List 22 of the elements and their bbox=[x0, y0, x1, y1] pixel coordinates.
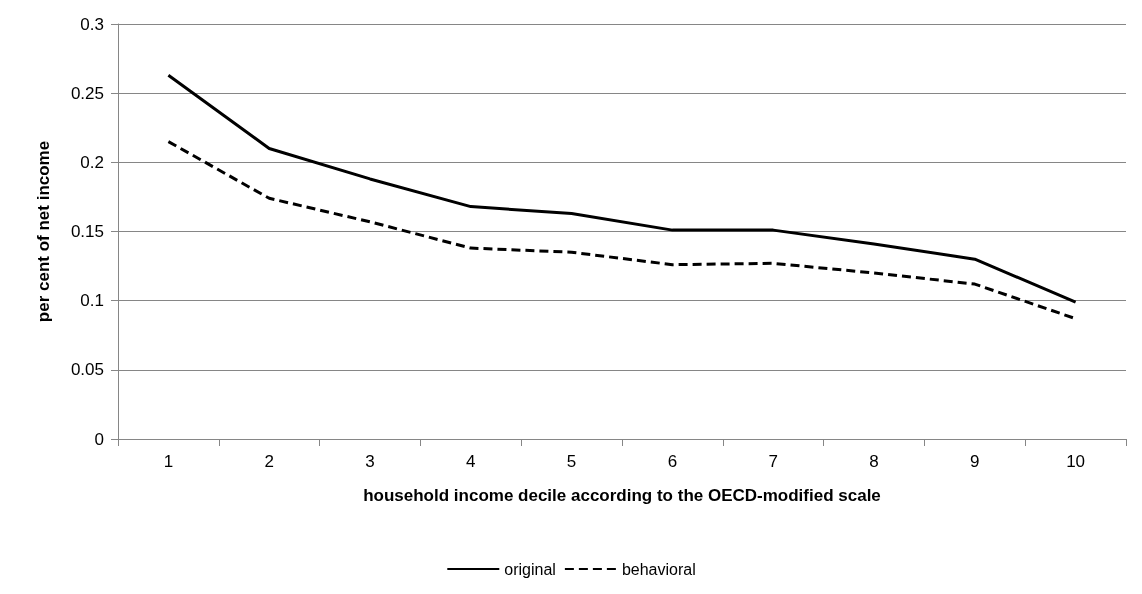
x-tick-label: 9 bbox=[970, 452, 980, 471]
x-tick-label: 6 bbox=[667, 452, 678, 471]
x-tick-label: 5 bbox=[566, 452, 577, 471]
x-tick-label: 1 bbox=[163, 452, 174, 471]
legend-label: behavioral bbox=[621, 560, 696, 578]
legend-label: original bbox=[504, 560, 556, 578]
y-tick-label: 0.3 bbox=[80, 14, 104, 34]
x-tick-label: 7 bbox=[768, 452, 778, 471]
x-tick-label: 8 bbox=[869, 452, 879, 471]
y-tick-label: 0.2 bbox=[80, 152, 104, 172]
x-tick-label: 2 bbox=[264, 452, 274, 471]
y-tick-label: 0 bbox=[94, 429, 104, 449]
x-tick-label: 4 bbox=[466, 452, 476, 471]
line-series bbox=[166, 73, 1078, 304]
x-tick-label: 10 bbox=[1066, 452, 1086, 471]
y-tick-label: 0.05 bbox=[70, 360, 104, 380]
y-tick-label: 0.15 bbox=[70, 222, 104, 241]
x-axis-title: household income decile according to the OECD-modified scale bbox=[363, 486, 881, 505]
y-tick-label: 0.25 bbox=[70, 83, 104, 103]
y-axis-title: per cent of net income bbox=[34, 140, 53, 323]
y-tick-label: 0.1 bbox=[80, 291, 104, 311]
x-tick-label: 3 bbox=[365, 452, 375, 471]
